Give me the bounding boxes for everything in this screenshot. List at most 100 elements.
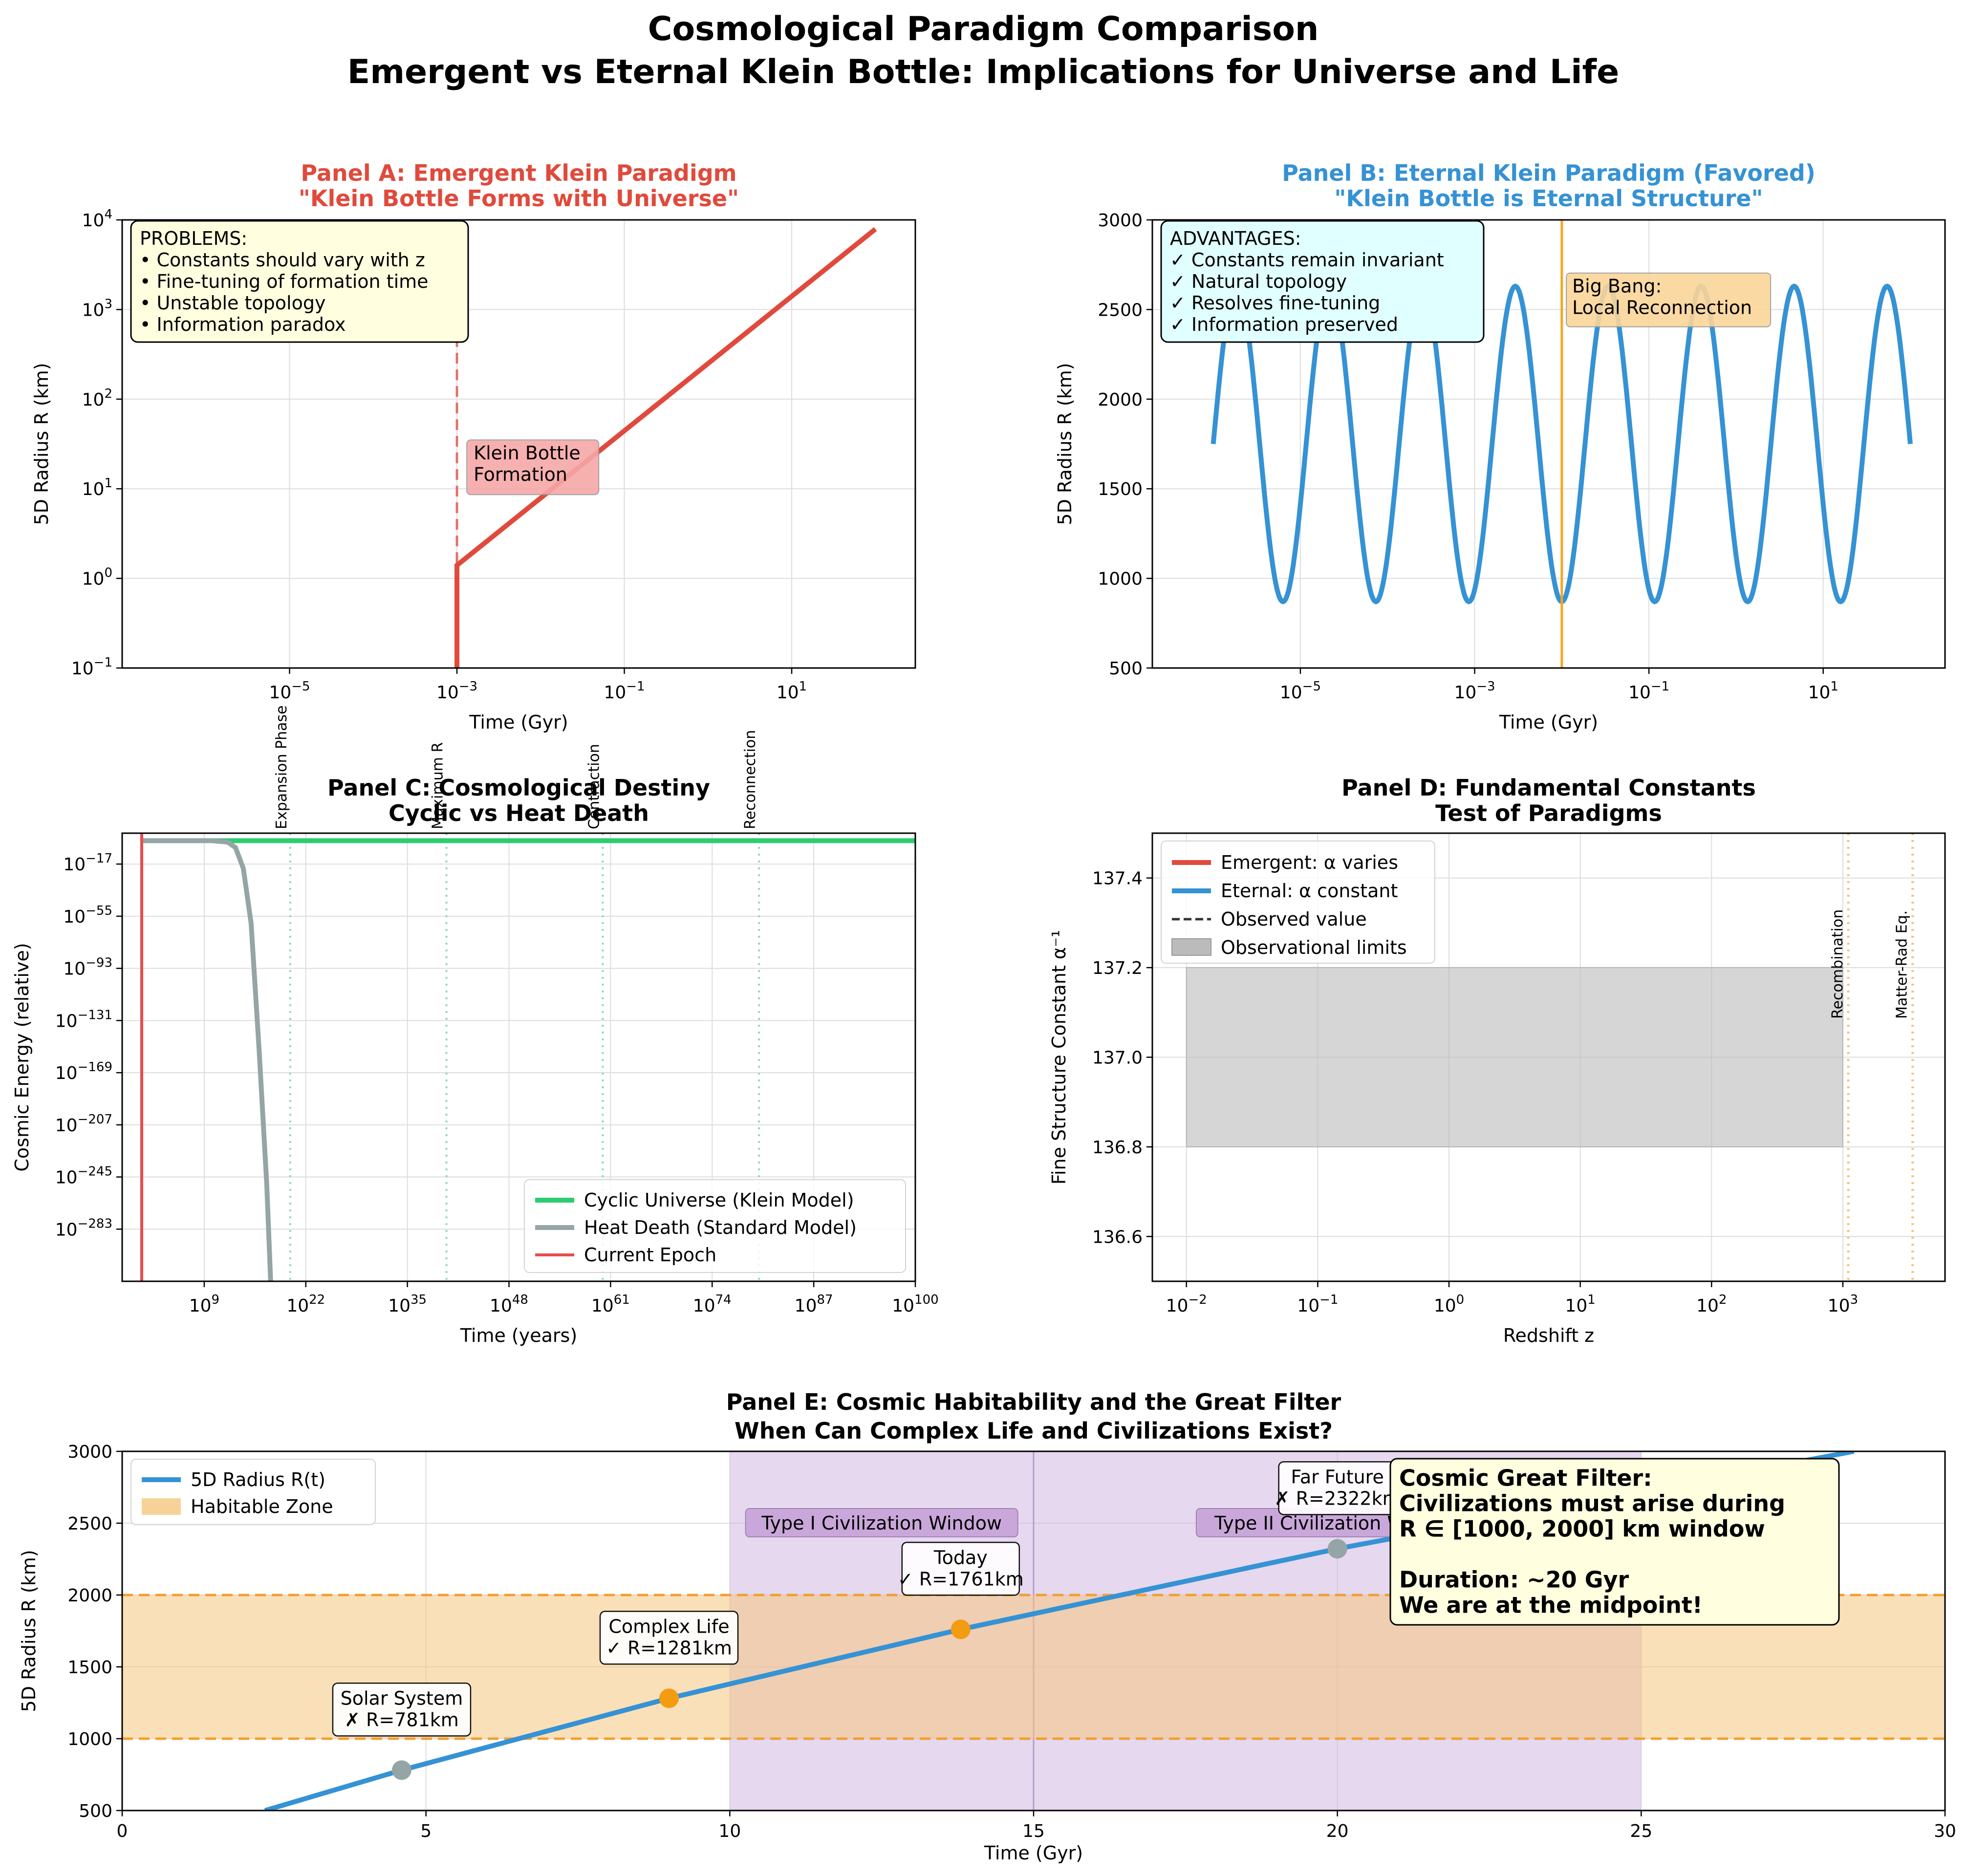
panel-title-line1: Panel D: Fundamental Constants xyxy=(1341,775,1756,801)
observational-limits-band xyxy=(1186,967,1843,1147)
y-tick-label: 100 xyxy=(82,566,112,589)
marker-label: Solar System xyxy=(341,1687,463,1709)
y-tick-label: 10−131 xyxy=(55,1008,112,1031)
annotation-box xyxy=(1566,272,1772,327)
panel-title-line2: When Can Complex Life and Civilizations … xyxy=(735,1418,1333,1444)
marker-label: ✗ R=2322km xyxy=(1275,1488,1401,1509)
x-tick-label: 101 xyxy=(777,679,807,703)
epoch-label: Recombination xyxy=(1829,909,1846,1019)
y-tick-label: 10−283 xyxy=(55,1216,112,1240)
legend-label: 5D Radius R(t) xyxy=(191,1469,325,1490)
civilization-window-box xyxy=(745,1508,1018,1537)
axes-frame xyxy=(121,219,916,669)
text-box-line: ✓ Natural topology xyxy=(1170,271,1347,292)
marker-label: ✓ R=1761km xyxy=(898,1568,1024,1590)
text-box-line: Cosmic Great Filter: xyxy=(1399,1465,1652,1491)
y-axis-label: 5D Radius R (km) xyxy=(1054,363,1076,525)
y-tick-label: 2500 xyxy=(1098,300,1143,320)
y-axis-label: Fine Structure Constant α⁻¹ xyxy=(1048,930,1070,1185)
epoch-marker xyxy=(659,1688,679,1708)
text-box-line: ✓ Resolves fine-tuning xyxy=(1170,292,1380,314)
panel-title-line2: "Klein Bottle is Eternal Structure" xyxy=(1334,185,1763,212)
text-box-line: Civilizations must arise during xyxy=(1399,1490,1785,1517)
panel-a: Panel A: Emergent Klein Paradigm"Klein B… xyxy=(31,160,916,733)
y-tick-label: 10−245 xyxy=(55,1164,112,1188)
x-tick-label: 10−5 xyxy=(1280,679,1321,703)
text-box-line: • Fine-tuning of formation time xyxy=(140,271,429,292)
legend-swatch xyxy=(1171,938,1211,956)
y-tick-label: 3000 xyxy=(1098,211,1143,231)
text-box-line: ADVANTAGES: xyxy=(1170,228,1301,249)
annotation-label: Local Reconnection xyxy=(1572,297,1752,319)
marker-label-box xyxy=(901,1542,1020,1596)
y-tick-label: 103 xyxy=(82,297,112,320)
heat-death-line xyxy=(142,838,273,1282)
figure-title-line1: Cosmological Paradigm Comparison xyxy=(648,10,1319,48)
figure-title-line2: Emergent vs Eternal Klein Bottle: Implic… xyxy=(347,53,1620,91)
panel-title-line1: Panel E: Cosmic Habitability and the Gre… xyxy=(726,1389,1341,1415)
axes-frame xyxy=(121,832,916,1282)
epoch-marker xyxy=(1327,1539,1347,1559)
legend-label: Emergent: α varies xyxy=(1221,852,1398,873)
y-tick-label: 3000 xyxy=(67,1442,112,1462)
panel-e: Panel E: Cosmic Habitability and the Gre… xyxy=(18,1389,1956,1864)
panel-b: Panel B: Eternal Klein Paradigm (Favored… xyxy=(1054,160,1946,733)
y-tick-label: 2500 xyxy=(67,1514,112,1534)
y-tick-label: 102 xyxy=(82,387,112,410)
y-tick-label: 10−1 xyxy=(71,655,112,679)
x-tick-label: 10−5 xyxy=(269,679,310,703)
y-tick-label: 136.8 xyxy=(1092,1138,1143,1158)
radius-line xyxy=(454,227,877,668)
x-tick-label: 5 xyxy=(420,1821,432,1841)
x-tick-label: 1022 xyxy=(286,1293,325,1316)
legend-label: Observational limits xyxy=(1221,937,1407,958)
x-tick-label: 1048 xyxy=(490,1293,528,1316)
x-tick-label: 10−1 xyxy=(1297,1293,1338,1316)
annotation-box xyxy=(466,439,600,496)
y-tick-label: 101 xyxy=(82,476,112,499)
panel-title-line2: Cyclic vs Heat Death xyxy=(389,800,649,826)
legend-label: Habitable Zone xyxy=(191,1496,333,1517)
text-box-line: R ∈ [1000, 2000] km window xyxy=(1399,1516,1765,1542)
x-tick-label: 109 xyxy=(189,1293,219,1316)
y-tick-label: 2000 xyxy=(67,1586,112,1606)
panel-title-line1: Panel C: Cosmological Destiny xyxy=(327,775,710,801)
text-box-line: Duration: ~20 Gyr xyxy=(1399,1567,1629,1593)
text-box xyxy=(1389,1458,1840,1626)
legend-box xyxy=(1161,841,1435,964)
y-tick-label: 10−17 xyxy=(63,851,112,875)
legend-label: Cyclic Universe (Klein Model) xyxy=(584,1189,854,1211)
annotation-label: Big Bang: xyxy=(1572,276,1662,297)
phase-label: Reconnection xyxy=(742,730,759,829)
x-tick-label: 1074 xyxy=(693,1293,732,1316)
x-tick-label: 0 xyxy=(117,1821,128,1841)
y-tick-label: 137.4 xyxy=(1092,869,1143,889)
phase-label: Contraction xyxy=(585,744,603,829)
panel-title-line2: "Klein Bottle Forms with Universe" xyxy=(299,185,739,212)
marker-label: Complex Life xyxy=(608,1616,729,1637)
y-tick-label: 2000 xyxy=(1098,390,1143,410)
legend-box xyxy=(524,1179,906,1273)
legend-box xyxy=(130,1459,376,1525)
y-tick-label: 1000 xyxy=(1098,569,1143,589)
y-axis-label: 5D Radius R (km) xyxy=(31,363,52,525)
x-tick-label: 15 xyxy=(1022,1821,1045,1841)
x-axis-label: Redshift z xyxy=(1503,1325,1594,1346)
x-tick-label: 102 xyxy=(1696,1293,1727,1316)
x-axis-label: Time (Gyr) xyxy=(984,1842,1083,1864)
marker-label-box xyxy=(599,1611,739,1665)
text-box xyxy=(130,220,469,343)
y-tick-label: 137.2 xyxy=(1092,958,1143,978)
text-box-line: We are at the midpoint! xyxy=(1399,1592,1703,1618)
x-tick-label: 1061 xyxy=(591,1293,630,1316)
text-box-line: • Constants should vary with z xyxy=(140,249,425,271)
text-box xyxy=(1160,220,1485,343)
legend-swatch xyxy=(142,1498,181,1515)
marker-label: ✓ R=1281km xyxy=(606,1637,732,1659)
x-tick-label: 10−2 xyxy=(1166,1293,1207,1316)
y-tick-label: 500 xyxy=(79,1801,112,1821)
marker-label-box xyxy=(332,1682,472,1737)
x-tick-label: 10−1 xyxy=(604,679,645,703)
